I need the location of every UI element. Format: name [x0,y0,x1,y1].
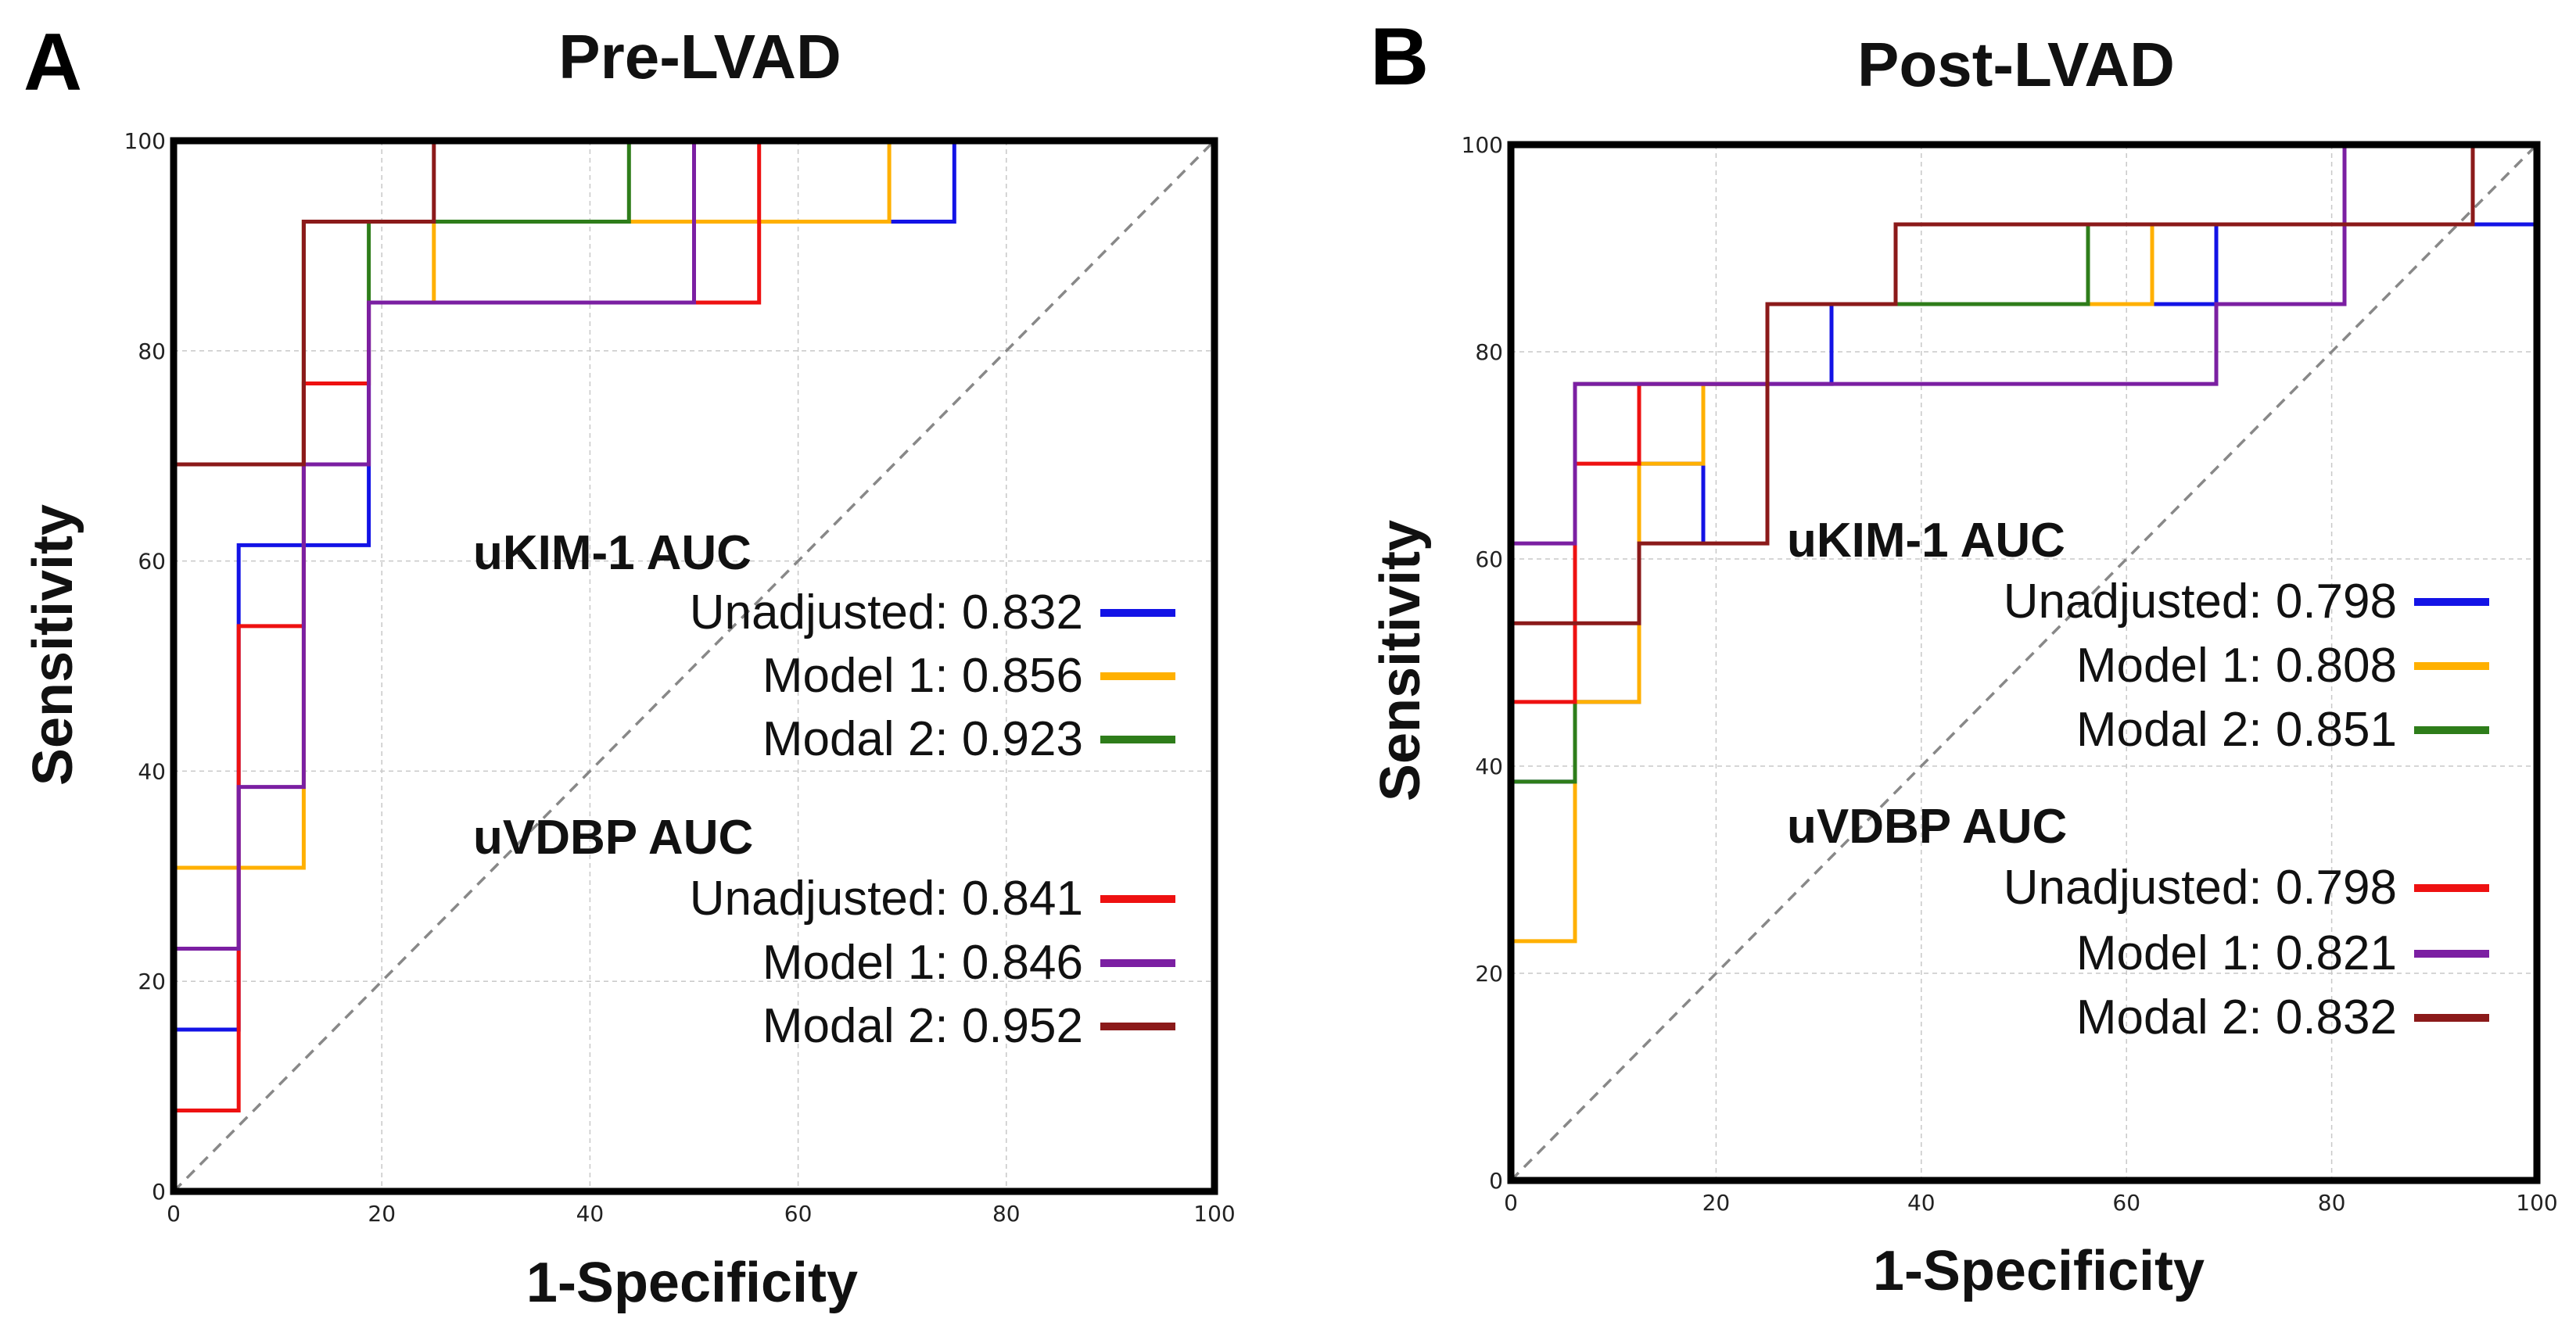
x-tick-label: 0 [167,1201,181,1227]
legend-heading: uKIM-1 AUC [1787,514,2065,568]
legend-entry: Model 1: 0.846 [762,936,1083,990]
panel-b-letter: B [1370,12,1429,102]
panel-a: A Pre-LVAD 0 20 40 60 80 100 0 20 40 60 80 100 uKIM-… [22,17,1236,1314]
legend-entry: Unadjusted: 0.841 [690,872,1083,926]
x-tick-label: 20 [1702,1190,1731,1216]
panel-a-legend: uKIM-1 AUC Unadjusted: 0.832 Model 1: 0.85… [473,526,1175,1053]
y-tick-label: 100 [124,128,166,154]
legend-entry: Model 1: 0.856 [762,649,1083,703]
legend-entry: Modal 2: 0.832 [2076,990,2397,1044]
panel-b: B Post-LVAD 0 20 40 60 80 100 0 20 40 60 80 100 uKIM… [1369,12,2558,1302]
legend-entry: Modal 2: 0.923 [762,712,1083,766]
x-tick-label: 60 [2112,1190,2140,1216]
y-tick-label: 60 [138,549,166,575]
panel-b-y-axis-label: Sensitivity [1369,520,1432,801]
legend-entry: Model 1: 0.808 [2076,639,2397,693]
x-tick-label: 80 [992,1201,1021,1227]
legend-entry: Unadjusted: 0.832 [690,586,1083,639]
panel-b-x-axis-label: 1-Specificity [1873,1240,2205,1302]
y-tick-label: 40 [138,758,166,784]
y-tick-label: 0 [152,1179,166,1205]
panel-a-letter: A [23,17,82,108]
x-tick-label: 40 [576,1201,605,1227]
panel-a-y-axis-label: Sensitivity [22,504,84,786]
panel-b-title: Post-LVAD [1857,30,2175,99]
roc-curve-uvdbp-model-1 [1509,142,2537,1180]
legend-entry: Modal 2: 0.851 [2076,703,2397,757]
legend-heading: uVDBP AUC [1787,800,2067,854]
panel-b-legend: uKIM-1 AUC Unadjusted: 0.798 Model 1: 0.80… [1787,514,2489,1044]
x-tick-label: 100 [1193,1201,1235,1227]
roc-curve-uvdbp-modal-2 [1509,142,2537,1180]
y-tick-label: 20 [1475,961,1503,987]
y-tick-label: 20 [138,969,166,994]
x-tick-label: 80 [2318,1190,2346,1216]
panel-b-plot: 0 20 40 60 80 100 0 20 40 60 80 100 uKIM-1 AUC Unadju… [1462,132,2558,1216]
plot-frame [170,137,1218,1195]
y-tick-label: 80 [1475,339,1503,365]
panel-a-plot: 0 20 40 60 80 100 0 20 40 60 80 100 uKIM-1 AUC Unadju… [124,128,1236,1227]
legend-entry: Model 1: 0.821 [2076,926,2397,980]
plot-frame [1507,141,2541,1184]
legend-heading: uKIM-1 AUC [473,526,752,580]
y-tick-label: 40 [1475,754,1503,779]
reference-diagonal [172,139,1216,1193]
x-tick-label: 40 [1907,1190,1936,1216]
legend-heading: uVDBP AUC [473,811,753,865]
x-tick-label: 100 [2516,1190,2557,1216]
legend-entry: Modal 2: 0.952 [762,999,1083,1053]
x-tick-label: 20 [368,1201,396,1227]
x-tick-label: 0 [1504,1190,1518,1216]
legend-entry: Unadjusted: 0.798 [2004,861,2397,915]
y-tick-label: 0 [1489,1168,1503,1194]
panel-a-title: Pre-LVAD [558,22,841,91]
legend-entry: Unadjusted: 0.798 [2004,575,2397,629]
y-tick-label: 100 [1462,132,1503,158]
y-tick-label: 80 [138,339,166,364]
x-tick-label: 60 [784,1201,813,1227]
y-tick-label: 60 [1475,546,1503,572]
panel-a-x-axis-label: 1-Specificity [526,1252,858,1314]
